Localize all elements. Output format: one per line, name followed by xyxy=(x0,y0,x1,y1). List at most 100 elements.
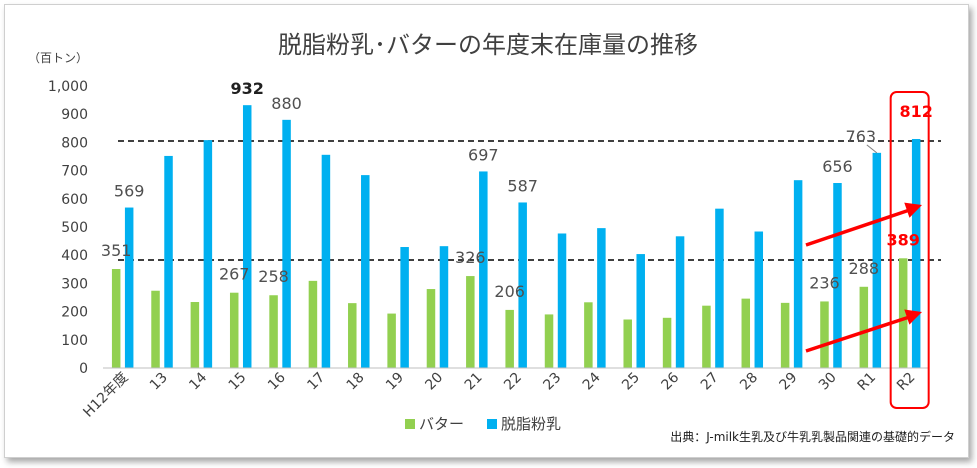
x-tick-label: R1 xyxy=(855,370,879,394)
data-label-skim-milk-powder: 569 xyxy=(114,182,145,201)
bar-skim-milk-powder xyxy=(518,202,527,368)
bar-skim-milk-powder xyxy=(872,152,882,368)
highlight-box xyxy=(889,91,930,409)
bar-skim-milk-powder xyxy=(361,175,370,368)
bar-butter xyxy=(111,269,121,368)
y-tick-label: 900 xyxy=(61,107,88,123)
x-tick-label: 16 xyxy=(265,369,289,393)
y-tick-label: 300 xyxy=(61,276,88,292)
x-tick-label: H12年度 xyxy=(80,370,131,421)
x-tick-label: 17 xyxy=(304,370,328,394)
bar-butter xyxy=(820,301,829,368)
bar-butter xyxy=(898,258,908,368)
bar-skim-milk-powder xyxy=(675,236,685,368)
data-label-skim-milk-powder: 656 xyxy=(822,157,853,176)
data-label-butter: 288 xyxy=(849,259,880,278)
y-tick-label: 0 xyxy=(79,361,88,377)
x-tick-label: 23 xyxy=(540,370,564,394)
bar-butter xyxy=(505,309,514,368)
bar-skim-milk-powder xyxy=(203,140,213,368)
x-tick-label: 25 xyxy=(619,370,643,394)
x-tick-label: 28 xyxy=(737,370,761,394)
data-label-butter: 206 xyxy=(494,282,525,301)
bar-butter xyxy=(269,295,278,368)
chart-title: 脱脂粉乳･バターの年度末在庫量の推移 xyxy=(278,31,698,59)
x-tick-label: 18 xyxy=(344,370,368,394)
x-tick-label: 27 xyxy=(698,370,722,394)
highlight-annotations xyxy=(805,91,930,409)
bar-skim-milk-powder xyxy=(164,155,173,368)
data-label-butter: 351 xyxy=(101,241,132,260)
x-tick-label: 14 xyxy=(186,369,210,393)
x-tick-label: 24 xyxy=(580,369,604,393)
source-note: 出典：J-milk生乳及び牛乳乳製品関連の基礎的データ xyxy=(670,429,955,444)
data-label-skim-milk-powder: 880 xyxy=(271,94,302,113)
trend-arrow-lower xyxy=(805,309,922,353)
label-leader-line xyxy=(866,144,878,154)
trend-arrow-upper xyxy=(805,202,922,247)
y-axis-ticks: 0 100 200 300 400 500 600 700 800 900 1,000 xyxy=(48,79,88,377)
x-tick-label: 26 xyxy=(658,369,682,393)
bar-skim-milk-powder xyxy=(597,228,606,368)
bar-butter xyxy=(348,303,357,368)
data-label-skim-milk-powder: 587 xyxy=(507,176,538,195)
x-tick-label: 19 xyxy=(383,370,407,394)
bar-skim-milk-powder xyxy=(793,180,803,368)
x-tick-label: 21 xyxy=(462,370,486,394)
bar-series xyxy=(111,105,921,369)
y-tick-label: 200 xyxy=(61,305,88,321)
bar-skim-milk-powder xyxy=(636,254,645,368)
bar-skim-milk-powder xyxy=(439,246,449,368)
bar-butter xyxy=(584,302,593,368)
legend-label: 脱脂粉乳 xyxy=(501,415,561,433)
bar-butter xyxy=(190,302,200,368)
unit-label: （百トン） xyxy=(28,51,88,65)
bar-skim-milk-powder xyxy=(754,231,764,368)
bar-butter xyxy=(741,298,751,368)
x-tick-label: 15 xyxy=(226,370,250,394)
reference-lines xyxy=(118,140,941,261)
x-tick-label: 30 xyxy=(816,370,840,394)
bar-skim-milk-powder xyxy=(715,208,724,368)
bar-butter xyxy=(780,302,790,368)
bar-butter xyxy=(387,313,396,368)
data-label-butter: 267 xyxy=(219,265,250,284)
legend-label: バター xyxy=(419,415,464,433)
bar-butter xyxy=(623,319,632,368)
bar-butter xyxy=(544,314,554,368)
legend: バター 脱脂粉乳 xyxy=(405,415,561,433)
bar-skim-milk-powder xyxy=(911,139,921,368)
data-label-skim-milk-powder: 697 xyxy=(468,145,499,164)
legend-swatch xyxy=(487,419,497,429)
data-label-skim-milk-powder: 932 xyxy=(231,79,264,98)
data-label-skim-milk-powder: 812 xyxy=(899,102,932,121)
y-tick-label: 700 xyxy=(61,164,88,180)
data-labels: 351 267 258 326 206 236 288 389 569 932 880 697 587 6… xyxy=(101,79,933,301)
bar-butter xyxy=(308,280,318,368)
bar-skim-milk-powder xyxy=(124,207,134,368)
y-tick-label: 600 xyxy=(61,192,88,208)
bar-skim-milk-powder xyxy=(557,233,567,368)
y-tick-label: 1,000 xyxy=(48,79,88,95)
legend-swatch xyxy=(405,419,415,429)
x-tick-label: 20 xyxy=(422,370,446,394)
bar-skim-milk-powder xyxy=(242,105,252,369)
bar-butter xyxy=(229,292,239,368)
bar-skim-milk-powder xyxy=(282,119,291,368)
bar-butter xyxy=(151,290,160,368)
data-label-butter: 389 xyxy=(886,230,919,249)
data-label-butter: 326 xyxy=(455,248,486,267)
data-label-skim-milk-powder: 763 xyxy=(846,127,877,146)
bar-butter xyxy=(702,305,711,368)
y-tick-label: 500 xyxy=(61,220,88,236)
bar-skim-milk-powder xyxy=(321,154,331,368)
x-axis-ticks: H12年度 13 14 15 16 17 18 19 20 21 22 23 24 25 26 27 28 29 3… xyxy=(80,369,918,420)
x-tick-label: 13 xyxy=(147,370,171,394)
y-tick-label: 800 xyxy=(61,135,88,151)
bar-skim-milk-powder xyxy=(400,247,409,368)
x-tick-label: R2 xyxy=(894,370,918,394)
bar-skim-milk-powder xyxy=(479,171,488,368)
bar-butter xyxy=(662,317,672,368)
bar-skim-milk-powder xyxy=(833,183,842,368)
x-tick-label: 29 xyxy=(777,370,801,394)
